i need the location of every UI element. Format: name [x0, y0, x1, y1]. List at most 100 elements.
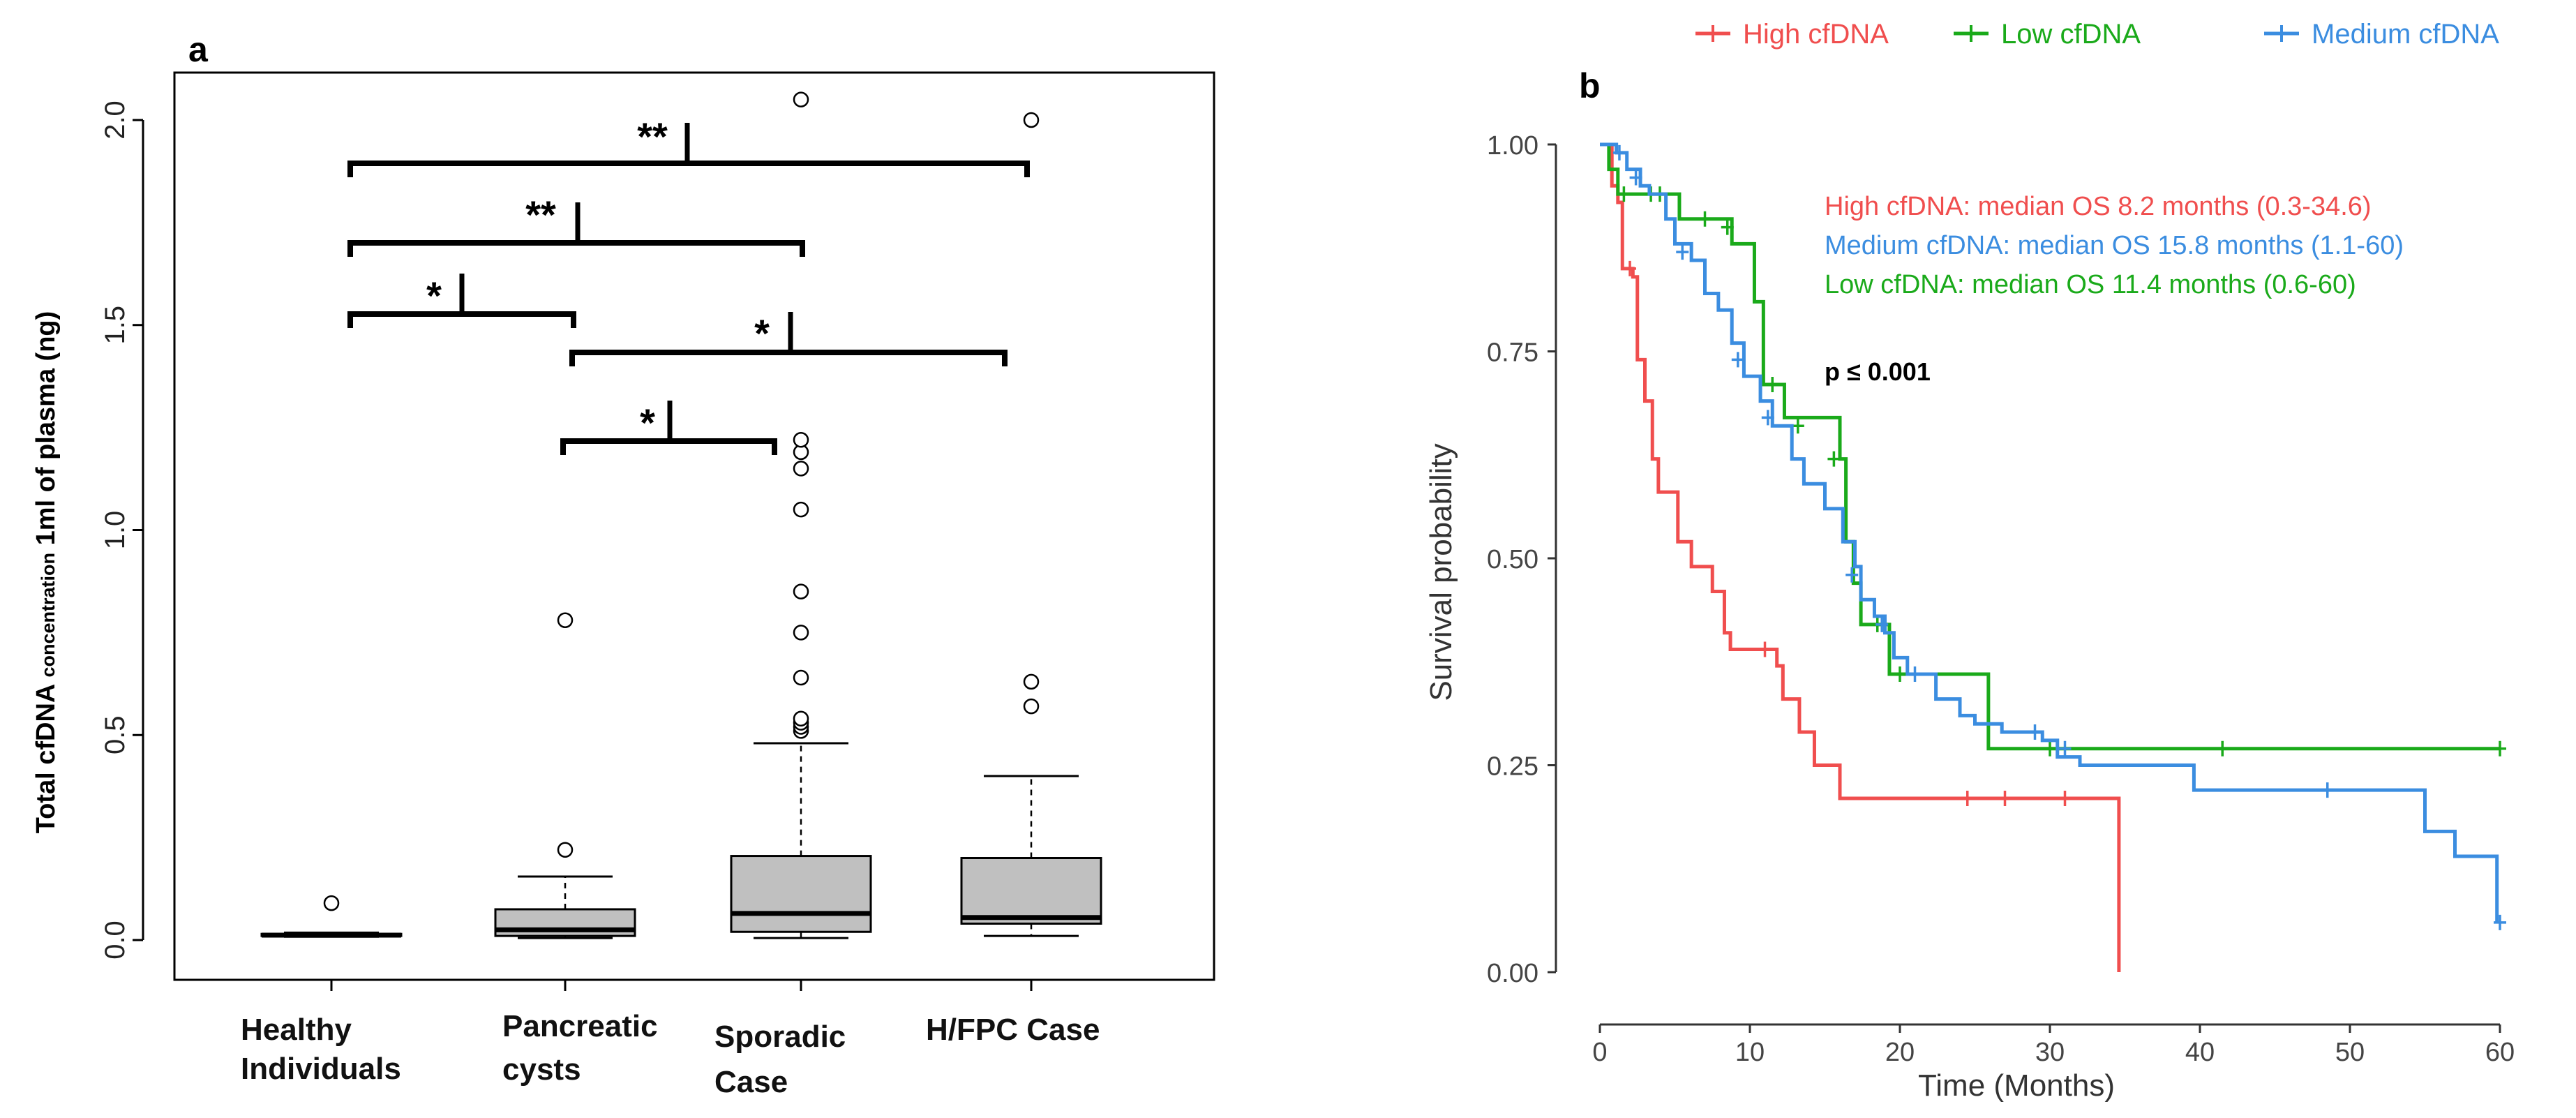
legend-label: High cfDNA — [1743, 19, 1889, 50]
y-tick-label: 0.25 — [1487, 752, 1538, 782]
group-label: Pancreatic — [502, 1009, 658, 1043]
group-label: Individuals — [241, 1052, 401, 1086]
x-tick-label: 50 — [2335, 1038, 2365, 1067]
box-group — [260, 895, 403, 938]
panel-a-x-axis-labels: Healthy Individuals Pancreatic cysts Sporadi… — [241, 978, 1100, 1099]
outlier-point — [793, 91, 809, 107]
group-label: Sporadic — [714, 1020, 846, 1054]
significance-bracket: ** — [347, 114, 1030, 177]
censor-mark — [2494, 914, 2506, 930]
significance-stars: * — [640, 401, 655, 445]
significance-stars: * — [754, 311, 770, 355]
y-tick-label: 1.5 — [100, 306, 130, 345]
box-group — [730, 91, 872, 939]
y-tick-label: 0.00 — [1487, 959, 1538, 988]
censor-mark — [1875, 616, 1889, 632]
panel-b-legend: High cfDNA Low cfDNA Medium cfDNA — [1695, 19, 2499, 50]
outlier-point — [793, 625, 809, 641]
median-os-annotation: High cfDNA: median OS 8.2 months (0.3-34… — [1825, 192, 2372, 221]
outlier-point — [1023, 112, 1040, 128]
censor-mark — [2044, 740, 2056, 756]
box — [730, 855, 872, 933]
y-tick-label: 2.0 — [100, 100, 130, 140]
group-label: Healthy — [241, 1013, 352, 1047]
outlier-point — [793, 461, 809, 477]
group-label: H/FPC Case — [926, 1013, 1100, 1047]
x-tick-label: 0 — [1592, 1038, 1607, 1067]
box-group — [960, 112, 1102, 937]
censor-mark — [1845, 567, 1859, 583]
panel-b-x-axis-label: Time (Months) — [1918, 1068, 2115, 1103]
censor-mark — [1998, 790, 2012, 806]
legend-item: High cfDNA — [1695, 19, 1889, 50]
censor-mark — [1698, 211, 1712, 227]
legend-item: Low cfDNA — [1954, 19, 2141, 50]
censor-mark — [1629, 170, 1642, 186]
panel-a-boxplot: a 0.0 0.5 1.0 1.5 2.0 Total cfDNA concentrat… — [31, 30, 1215, 1099]
outlier-point — [793, 669, 809, 686]
median-os-annotation: Low cfDNA: median OS 11.4 months (0.6-60… — [1825, 270, 2356, 299]
panel-b-label: b — [1579, 66, 1601, 105]
panel-b-axes: 0.00 0.25 0.50 0.75 1.00 0 10 20 30 40 50 60 — [1487, 131, 2515, 1067]
outlier-point — [793, 501, 809, 518]
censor-mark — [1894, 666, 1906, 683]
outlier-point — [793, 432, 809, 448]
x-tick-label: 10 — [1735, 1038, 1765, 1067]
survival-curve-line — [1600, 142, 2121, 972]
panel-a-plot-frame — [173, 71, 1215, 981]
bracket-line — [569, 350, 1008, 366]
censor-mark — [1758, 641, 1772, 657]
box-group — [494, 612, 636, 939]
panel-a-y-axis-label: Total cfDNA concentration 1ml of plasma … — [31, 311, 61, 834]
outlier-point — [557, 612, 574, 628]
panel-b-y-axis-label: Survival probability — [1424, 443, 1458, 701]
censor-mark — [2028, 724, 2042, 740]
outlier-point — [793, 583, 809, 599]
significance-stars: ** — [637, 114, 668, 158]
panel-b-survival-curves — [1600, 142, 2506, 972]
legend-label: Medium cfDNA — [2312, 19, 2499, 50]
censor-mark — [1766, 376, 1779, 392]
survival-curve-group — [1600, 142, 2121, 972]
outlier-point — [557, 842, 574, 858]
survival-curve-group — [1600, 142, 2506, 930]
censor-mark — [2321, 782, 2334, 798]
censor-mark — [1624, 260, 1636, 276]
significance-stars: * — [426, 274, 442, 318]
censor-mark — [1961, 790, 1974, 806]
censor-mark — [1731, 352, 1744, 368]
significance-bracket: * — [347, 274, 576, 328]
legend-item: Medium cfDNA — [2264, 19, 2499, 50]
censor-mark — [2058, 740, 2072, 756]
x-tick-label: 40 — [2185, 1038, 2215, 1067]
outlier-point — [793, 710, 809, 726]
panel-a-label: a — [188, 30, 209, 69]
bracket-line — [560, 438, 777, 455]
panel-a-significance-brackets: ******* — [347, 114, 1030, 455]
x-tick-label: 20 — [1885, 1038, 1915, 1067]
y-tick-label: 0.0 — [100, 921, 130, 960]
censor-mark — [1612, 144, 1626, 161]
significance-bracket: * — [569, 311, 1008, 366]
y-tick-label: 1.0 — [100, 511, 130, 550]
outlier-point — [1023, 673, 1040, 690]
median-os-annotation: Medium cfDNA: median OS 15.8 months (1.1… — [1825, 231, 2404, 260]
legend-label: Low cfDNA — [2001, 19, 2141, 50]
survival-curve-line — [1600, 142, 2499, 923]
box — [960, 857, 1102, 925]
group-label: Case — [714, 1065, 788, 1099]
y-tick-label: 0.5 — [100, 715, 130, 754]
censor-mark — [1827, 451, 1841, 467]
outlier-point — [1023, 698, 1040, 715]
censor-mark — [2058, 790, 2072, 806]
x-tick-label: 30 — [2035, 1038, 2065, 1067]
panel-a-boxes — [260, 91, 1102, 939]
panel-b-kaplan-meier: b High cfDNA Low cfDNA Medium cfDNA 0.00 0.… — [1424, 19, 2515, 1103]
y-tick-label: 1.00 — [1487, 131, 1538, 161]
outlier-point — [323, 895, 340, 911]
x-tick-label: 60 — [2485, 1038, 2515, 1067]
bracket-line — [347, 311, 576, 328]
bracket-line — [347, 240, 805, 257]
censor-mark — [1761, 410, 1774, 426]
